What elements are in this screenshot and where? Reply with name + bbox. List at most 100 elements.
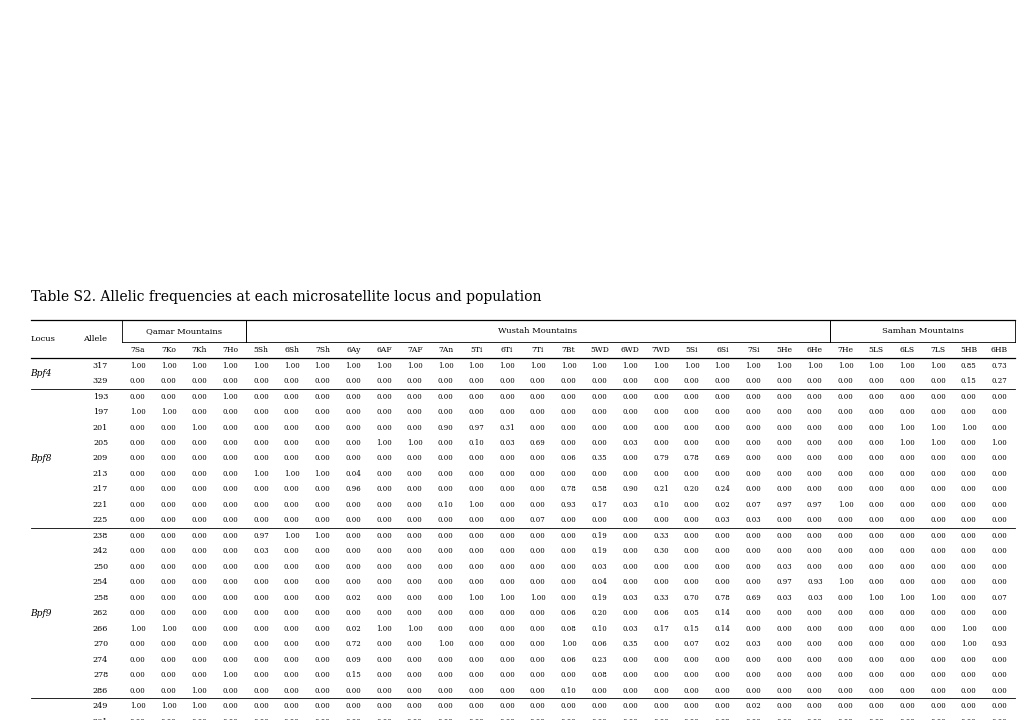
Text: 0.00: 0.00 — [622, 423, 638, 431]
Text: 0.00: 0.00 — [745, 423, 760, 431]
Text: 0.00: 0.00 — [129, 423, 146, 431]
Text: 0.00: 0.00 — [683, 516, 699, 524]
Text: 0.00: 0.00 — [745, 671, 760, 679]
Text: 0.00: 0.00 — [192, 578, 207, 586]
Text: 0.00: 0.00 — [407, 594, 422, 602]
Text: 0.19: 0.19 — [591, 594, 606, 602]
Text: 0.00: 0.00 — [560, 439, 576, 447]
Text: 0.00: 0.00 — [652, 702, 668, 710]
Text: 0.00: 0.00 — [283, 516, 300, 524]
Text: 0.00: 0.00 — [775, 423, 791, 431]
Text: 0.00: 0.00 — [560, 423, 576, 431]
Text: 0.00: 0.00 — [376, 547, 391, 555]
Text: 0.00: 0.00 — [314, 563, 330, 571]
Text: 5HB: 5HB — [959, 346, 976, 354]
Text: 7Ho: 7Ho — [222, 346, 237, 354]
Text: 0.00: 0.00 — [407, 718, 422, 720]
Text: 0.00: 0.00 — [591, 718, 606, 720]
Text: 0.00: 0.00 — [868, 392, 883, 400]
Text: 7Sa: 7Sa — [130, 346, 145, 354]
Text: 0.00: 0.00 — [990, 547, 1007, 555]
Text: 0.00: 0.00 — [929, 718, 945, 720]
Text: 0.93: 0.93 — [560, 501, 576, 509]
Text: 0.00: 0.00 — [468, 408, 484, 416]
Text: 0.00: 0.00 — [283, 392, 300, 400]
Text: 0.00: 0.00 — [899, 687, 914, 695]
Text: 0.00: 0.00 — [437, 377, 453, 385]
Text: 0.00: 0.00 — [990, 516, 1007, 524]
Text: 0.00: 0.00 — [376, 454, 391, 462]
Text: 0.00: 0.00 — [775, 392, 791, 400]
Text: 0.00: 0.00 — [868, 563, 883, 571]
Text: 0.00: 0.00 — [806, 377, 822, 385]
Text: 201: 201 — [93, 423, 108, 431]
Text: 0.00: 0.00 — [283, 501, 300, 509]
Text: 0.03: 0.03 — [622, 439, 638, 447]
Text: 0.97: 0.97 — [468, 423, 484, 431]
Text: 0.00: 0.00 — [161, 470, 176, 478]
Text: 0.00: 0.00 — [376, 377, 391, 385]
Text: 0.05: 0.05 — [683, 609, 699, 617]
Text: 0.00: 0.00 — [775, 671, 791, 679]
Text: 0.00: 0.00 — [161, 392, 176, 400]
Text: 1.00: 1.00 — [161, 702, 176, 710]
Text: 0.20: 0.20 — [591, 609, 606, 617]
Text: 0.00: 0.00 — [129, 687, 146, 695]
Text: 0.00: 0.00 — [222, 516, 237, 524]
Text: 0.00: 0.00 — [407, 702, 422, 710]
Text: 0.00: 0.00 — [683, 718, 699, 720]
Text: 0.00: 0.00 — [868, 656, 883, 664]
Text: 0.00: 0.00 — [376, 501, 391, 509]
Text: 0.20: 0.20 — [683, 485, 699, 493]
Text: 1.00: 1.00 — [192, 687, 207, 695]
Text: 0.00: 0.00 — [745, 408, 760, 416]
Text: 0.00: 0.00 — [192, 609, 207, 617]
Text: 0.00: 0.00 — [868, 671, 883, 679]
Text: 0.00: 0.00 — [468, 532, 484, 540]
Text: 0.00: 0.00 — [806, 563, 822, 571]
Text: 0.00: 0.00 — [837, 532, 853, 540]
Text: 0.00: 0.00 — [652, 656, 668, 664]
Text: 0.00: 0.00 — [960, 594, 975, 602]
Text: 242: 242 — [93, 547, 108, 555]
Text: 0.00: 0.00 — [437, 609, 453, 617]
Text: 0.00: 0.00 — [222, 702, 237, 710]
Text: 0.35: 0.35 — [591, 454, 606, 462]
Text: 1.00: 1.00 — [437, 640, 453, 648]
Text: 0.00: 0.00 — [714, 671, 730, 679]
Text: 0.00: 0.00 — [868, 439, 883, 447]
Text: 0.00: 0.00 — [530, 640, 545, 648]
Text: 0.00: 0.00 — [314, 377, 330, 385]
Text: 0.00: 0.00 — [990, 423, 1007, 431]
Text: 0.00: 0.00 — [222, 718, 237, 720]
Text: 0.00: 0.00 — [929, 547, 945, 555]
Text: 0.00: 0.00 — [929, 671, 945, 679]
Text: 0.00: 0.00 — [161, 547, 176, 555]
Text: 238: 238 — [93, 532, 108, 540]
Text: 0.00: 0.00 — [530, 470, 545, 478]
Text: 0.04: 0.04 — [591, 578, 606, 586]
Text: 0.00: 0.00 — [222, 563, 237, 571]
Text: 0.00: 0.00 — [745, 532, 760, 540]
Text: 0.00: 0.00 — [253, 454, 268, 462]
Text: 0.00: 0.00 — [683, 687, 699, 695]
Text: 0.10: 0.10 — [437, 501, 453, 509]
Text: 0.24: 0.24 — [714, 485, 730, 493]
Text: Bpf4: Bpf4 — [31, 369, 52, 378]
Text: 0.00: 0.00 — [314, 485, 330, 493]
Text: 1.00: 1.00 — [161, 361, 176, 369]
Text: 0.00: 0.00 — [837, 408, 853, 416]
Text: 0.00: 0.00 — [960, 454, 975, 462]
Text: 0.00: 0.00 — [806, 625, 822, 633]
Text: 0.00: 0.00 — [437, 687, 453, 695]
Text: 0.00: 0.00 — [192, 377, 207, 385]
Text: 0.00: 0.00 — [222, 578, 237, 586]
Text: 0.00: 0.00 — [806, 408, 822, 416]
Text: 0.00: 0.00 — [498, 671, 515, 679]
Text: 0.00: 0.00 — [129, 377, 146, 385]
Text: 5WD: 5WD — [589, 346, 608, 354]
Text: 0.00: 0.00 — [714, 408, 730, 416]
Text: 0.04: 0.04 — [345, 470, 361, 478]
Text: 0.00: 0.00 — [652, 516, 668, 524]
Text: 0.00: 0.00 — [192, 485, 207, 493]
